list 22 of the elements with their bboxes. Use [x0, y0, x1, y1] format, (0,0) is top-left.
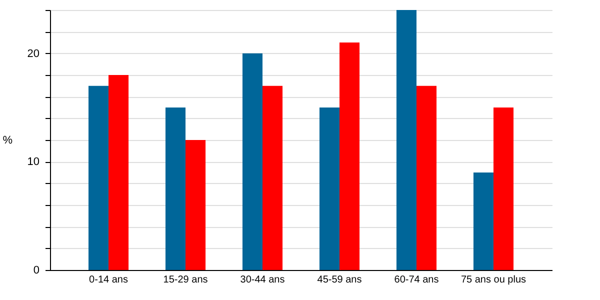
x-tick-label: 60-74 ans	[394, 274, 439, 286]
y-tick-label: 10	[27, 156, 40, 168]
x-tick-label: 15-29 ans	[163, 274, 208, 286]
bar	[88, 86, 109, 270]
x-tick-label: 0-14 ans	[89, 274, 128, 286]
x-tick-label: 75 ans ou plus	[460, 274, 526, 286]
bar	[339, 42, 360, 270]
bar	[396, 10, 416, 270]
x-tick-label: 30-44 ans	[240, 274, 285, 286]
bar	[473, 172, 494, 270]
y-axis-title: %	[2, 134, 13, 146]
bar	[165, 108, 186, 270]
y-tick-label: 0	[33, 264, 40, 276]
bar	[108, 75, 129, 270]
bar	[242, 53, 263, 270]
bar	[186, 140, 206, 270]
y-tick-label: 20	[27, 48, 40, 60]
bar	[319, 108, 340, 270]
bar	[416, 86, 437, 270]
bar	[262, 86, 283, 270]
x-tick-label: 45-59 ans	[317, 274, 362, 286]
bar	[493, 108, 514, 270]
